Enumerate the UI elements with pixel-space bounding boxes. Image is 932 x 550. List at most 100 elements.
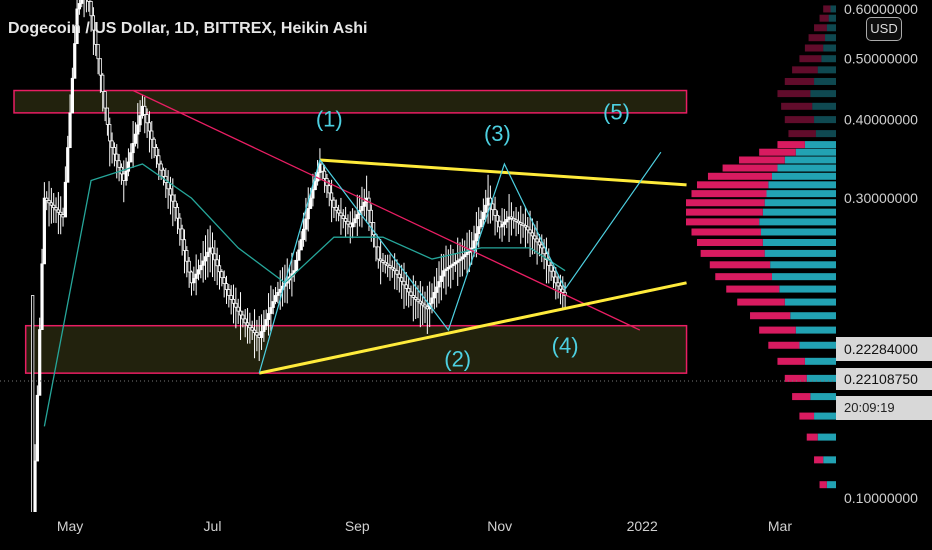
candle-body	[182, 239, 187, 251]
candle-body	[509, 216, 514, 219]
candle-body	[45, 197, 49, 201]
candle-body	[526, 226, 530, 231]
volume-profile-up-bar	[771, 273, 836, 281]
price-tag-current: 0.22108750	[836, 368, 932, 390]
candle-body	[245, 322, 250, 326]
candle-body	[52, 204, 56, 208]
candle-body	[477, 226, 481, 235]
candle-body	[400, 277, 404, 282]
volume-profile-down-bar	[784, 116, 815, 124]
candle-body	[56, 209, 60, 213]
candle-body	[215, 259, 219, 267]
volume-profile-up-bar	[790, 312, 836, 320]
support-resistance-zone	[24, 324, 688, 374]
candle-body	[129, 152, 133, 163]
candle-body	[94, 29, 98, 45]
candle-body	[514, 219, 518, 222]
channel-trendline	[319, 158, 687, 187]
candle-body	[178, 217, 182, 230]
candle-body	[103, 91, 107, 109]
descending-trendline	[132, 89, 641, 331]
volume-profile-down-bar	[686, 208, 763, 216]
candle-body	[259, 331, 264, 338]
price-axis-background	[836, 0, 932, 550]
candle-body	[334, 206, 338, 211]
volume-profile-down-bar	[759, 148, 796, 156]
volume-profile-up-bar	[784, 156, 836, 164]
volume-profile-down-bar	[784, 374, 807, 382]
candle-body	[304, 218, 308, 230]
candle-body	[187, 260, 191, 273]
candle-body	[145, 114, 149, 124]
volume-profile-down-bar	[777, 90, 811, 98]
x-tick-label: Jul	[204, 518, 222, 534]
candle-body	[418, 300, 422, 304]
moving-average-line	[43, 163, 566, 427]
candle-body	[549, 264, 553, 272]
candle-body	[430, 297, 434, 304]
candle-body	[271, 301, 275, 308]
candle-body	[131, 143, 135, 154]
candle-body	[390, 266, 394, 270]
candle-body	[173, 200, 177, 208]
candle-body	[171, 194, 175, 202]
volume-profile-up-bar	[817, 433, 836, 441]
candle-body	[203, 256, 208, 262]
candle-body	[276, 291, 280, 296]
candle-body	[423, 304, 427, 308]
candle-body	[115, 153, 119, 162]
volume-profile-down-bar	[759, 326, 796, 334]
volume-profile-down-bar	[691, 228, 761, 236]
candle-body	[185, 250, 189, 262]
candle-body	[376, 246, 380, 260]
volume-profile-up-bar	[804, 141, 836, 149]
candle-body	[346, 220, 350, 225]
volume-profile-up-bar	[830, 5, 836, 13]
candle-body	[306, 208, 310, 220]
candle-body	[229, 295, 233, 300]
candle-body	[495, 214, 499, 222]
volume-profile-down-bar	[808, 34, 826, 42]
candle-body	[264, 319, 268, 326]
candle-body	[519, 222, 523, 225]
candle-body	[206, 251, 210, 258]
candle-body	[446, 266, 450, 270]
candle-body	[451, 263, 455, 267]
x-tick-label: Mar	[768, 518, 792, 534]
candle-body	[381, 260, 385, 263]
volume-profile-up-bar	[825, 34, 836, 42]
wave-label: (5)	[603, 100, 630, 125]
volume-profile-down-bar	[726, 285, 780, 293]
candle-body	[458, 258, 462, 262]
candle-body	[243, 318, 247, 324]
candle-body	[339, 212, 343, 217]
candle-body	[80, 0, 84, 4]
candle-body	[493, 209, 497, 216]
candle-body	[472, 240, 476, 249]
currency-button[interactable]: USD	[866, 17, 902, 41]
candle-body	[388, 265, 392, 268]
candle-body	[523, 225, 528, 228]
support-resistance-zone	[13, 89, 688, 114]
candle-body	[75, 8, 79, 45]
candle-body	[528, 229, 532, 234]
candle-body	[465, 251, 469, 255]
candle-body	[322, 170, 327, 179]
candle-body	[66, 147, 70, 183]
candle-body	[224, 283, 229, 290]
candle-body	[236, 306, 240, 312]
volume-profile-down-bar	[788, 130, 816, 138]
channel-trendline	[258, 281, 687, 375]
candle-body	[505, 219, 509, 223]
volume-profile-up-bar	[806, 374, 836, 382]
candle-body	[407, 287, 411, 293]
candle-body	[42, 197, 46, 265]
candle-body	[535, 238, 539, 243]
candle-body	[222, 277, 226, 284]
elliott-wave-path	[258, 151, 662, 374]
volume-profile-up-bar	[823, 44, 836, 52]
candle-body	[437, 281, 441, 288]
volume-profile-up-bar	[814, 116, 836, 124]
volume-profile-down-bar	[792, 393, 811, 401]
